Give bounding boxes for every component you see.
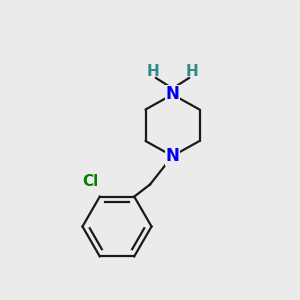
Text: H: H	[186, 64, 198, 80]
Text: N: N	[166, 85, 179, 103]
Text: H: H	[147, 64, 159, 80]
Text: N: N	[166, 147, 179, 165]
Text: Cl: Cl	[82, 173, 99, 188]
